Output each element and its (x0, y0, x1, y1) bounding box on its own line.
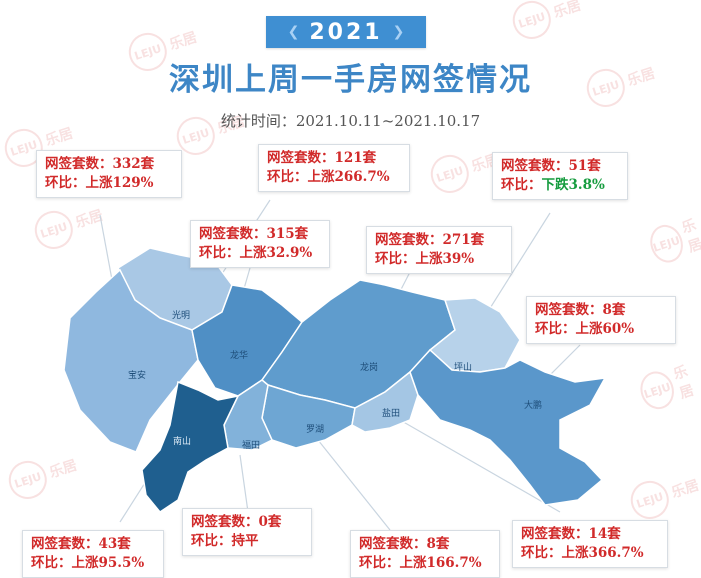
card-sales: 网签套数：14套 (521, 526, 621, 542)
card-sales: 网签套数：43套 (31, 536, 131, 552)
card-ratio: 环比：上涨60% (535, 321, 635, 337)
card-ratio: 环比：上涨366.7% (521, 545, 644, 561)
chevron-left-icon: ❮ (287, 24, 300, 40)
card-sales: 网签套数：332套 (45, 156, 155, 172)
card-ratio: 环比：上涨129% (45, 175, 154, 191)
leader-line (239, 454, 249, 513)
year-banner: ❮ 2021 ❯ (266, 16, 426, 48)
leader-line (399, 419, 561, 513)
card-yantian: 网签套数：14套 环比：上涨366.7% (512, 520, 668, 568)
card-luohu: 网签套数：8套 环比：上涨166.7% (350, 530, 500, 578)
card-ratio: 环比：上涨39% (375, 251, 475, 267)
chevron-right-icon: ❯ (392, 24, 405, 40)
card-ratio: 环比：上涨166.7% (359, 555, 482, 571)
card-sales: 网签套数：0套 (191, 514, 282, 530)
district-label-yantian: 盐田 (382, 407, 400, 419)
card-sales: 网签套数：315套 (199, 226, 309, 242)
card-baoan: 网签套数：332套 环比：上涨129% (36, 150, 182, 198)
card-ratio: 环比：下跌3.8% (501, 177, 605, 193)
district-label-dapeng: 大鹏 (524, 399, 542, 411)
district-label-futian: 福田 (242, 439, 260, 451)
card-ratio: 环比：上涨95.5% (31, 555, 145, 571)
card-sales: 网签套数：121套 (267, 150, 377, 166)
card-pingshan: 网签套数：51套 环比：下跌3.8% (492, 152, 628, 200)
card-sales: 网签套数：8套 (535, 302, 626, 318)
district-label-guangming: 光明 (172, 309, 190, 321)
statistics-period: 统计时间：2021.10.11~2021.10.17 (220, 112, 481, 130)
page-title: 深圳上周一手房网签情况 (169, 62, 532, 98)
district-label-pingshan: 坪山 (454, 362, 472, 373)
card-ratio: 环比：上涨32.9% (199, 245, 313, 261)
district-dapeng (409, 348, 607, 506)
district-nanshan (141, 380, 240, 514)
card-sales: 网签套数：271套 (375, 232, 485, 248)
card-ratio: 环比：持平 (191, 533, 259, 549)
district-label-luohu: 罗湖 (306, 424, 324, 435)
card-guangming: 网签套数：271套 环比：上涨39% (366, 226, 512, 274)
year-label: 2021 (309, 19, 383, 45)
district-label-longgang: 龙岗 (360, 361, 378, 373)
card-ratio: 环比：上涨266.7% (267, 169, 390, 185)
card-nanshan: 网签套数：43套 环比：上涨95.5% (22, 530, 164, 578)
card-dapeng: 网签套数：8套 环比：上涨60% (526, 296, 676, 344)
district-yantian (351, 370, 419, 433)
district-label-baoan: 宝安 (128, 369, 146, 381)
card-sales: 网签套数：51套 (501, 158, 601, 174)
leader-line (317, 439, 391, 531)
card-futian: 网签套数：0套 环比：持平 (182, 508, 312, 556)
district-baoan (63, 268, 199, 453)
card-longgang: 网签套数：121套 环比：上涨266.7% (258, 144, 410, 192)
district-label-nanshan: 南山 (173, 435, 191, 447)
card-sales: 网签套数：8套 (359, 536, 450, 552)
district-label-longhua: 龙华 (230, 349, 248, 361)
card-longhua: 网签套数：315套 环比：上涨32.9% (190, 220, 330, 268)
